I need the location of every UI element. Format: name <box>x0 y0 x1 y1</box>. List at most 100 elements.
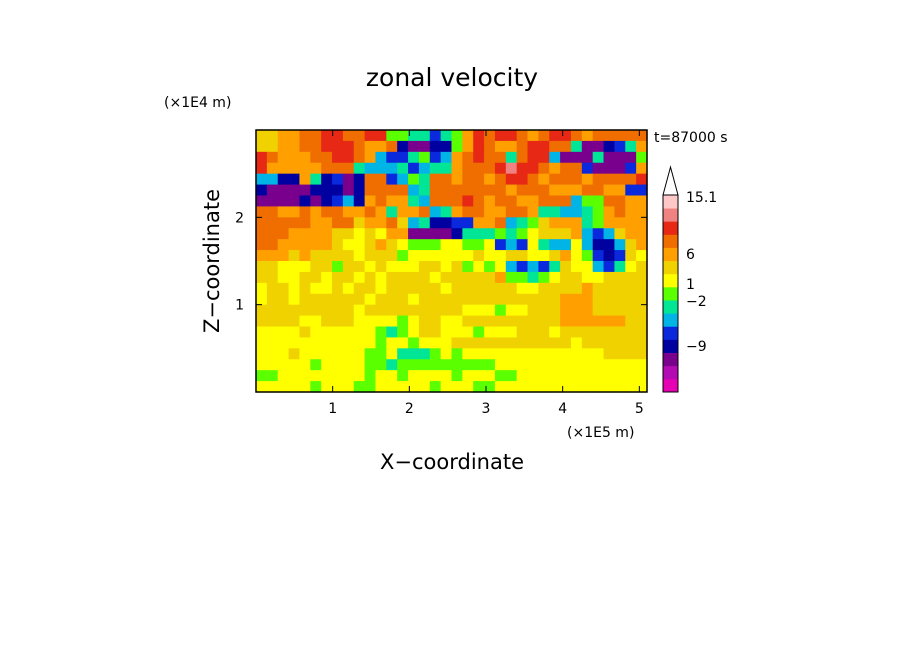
field-cell <box>397 250 409 262</box>
field-cell <box>592 151 605 164</box>
field-cell <box>277 228 290 240</box>
field-cell <box>310 271 322 284</box>
field-cell <box>266 206 279 218</box>
field-cell <box>418 151 431 164</box>
field-cell <box>625 239 637 251</box>
field-cell <box>516 271 529 284</box>
field-cell <box>375 359 387 371</box>
field-cell <box>527 140 539 153</box>
field-cell <box>560 370 572 382</box>
field-cell <box>375 348 387 360</box>
field-cell <box>451 381 463 393</box>
field-cell <box>321 293 333 306</box>
field-cell <box>560 271 572 284</box>
field-cell <box>299 337 311 349</box>
field-cell <box>386 184 398 197</box>
field-cell <box>625 151 637 164</box>
field-cell <box>386 261 398 273</box>
field-cell <box>538 337 550 349</box>
field-cell <box>484 337 496 349</box>
field-cell <box>592 337 605 349</box>
field-cell <box>592 261 605 273</box>
field-cell <box>538 184 550 197</box>
field-cell <box>418 271 431 284</box>
field-cell <box>473 326 485 339</box>
field-cell <box>266 381 279 393</box>
field-cell <box>484 315 496 328</box>
field-cell <box>473 173 485 186</box>
field-cell <box>484 271 496 284</box>
field-cell <box>549 162 561 175</box>
field-cell <box>332 130 344 142</box>
field-cell <box>505 304 518 317</box>
field-cell <box>462 348 474 360</box>
field-cell <box>440 239 453 251</box>
field-cell <box>570 282 583 295</box>
field-cell <box>527 206 539 218</box>
field-cell <box>581 195 594 208</box>
field-cell <box>332 348 344 360</box>
field-cell <box>603 162 616 175</box>
field-cell <box>256 184 268 197</box>
field-cell <box>418 206 431 218</box>
field-cell <box>570 228 583 240</box>
field-cell <box>549 293 561 306</box>
colorbar-swatch <box>663 260 678 275</box>
field-cell <box>397 130 409 142</box>
field-cell <box>527 239 539 251</box>
field-cell <box>570 151 583 164</box>
field-cell <box>549 184 561 197</box>
field-cell <box>440 173 453 186</box>
field-cell <box>440 337 453 349</box>
field-cell <box>288 337 301 349</box>
field-cell <box>397 271 409 284</box>
field-cell <box>299 315 311 328</box>
field-cell <box>592 228 605 240</box>
field-cell <box>364 326 377 339</box>
field-cell <box>429 326 442 339</box>
field-cell <box>494 326 507 339</box>
field-cell <box>527 184 539 197</box>
field-cell <box>342 151 355 164</box>
field-cell <box>332 304 344 317</box>
field-cell <box>462 206 474 218</box>
field-cell <box>332 315 344 328</box>
field-cell <box>549 130 561 142</box>
field-cell <box>614 151 626 164</box>
field-cell <box>462 261 474 273</box>
field-cell <box>321 184 333 197</box>
field-cell <box>364 228 377 240</box>
field-cell <box>581 173 594 186</box>
field-cell <box>592 381 605 393</box>
field-cell <box>625 261 637 273</box>
field-cell <box>364 315 377 328</box>
field-cell <box>332 195 344 208</box>
field-cell <box>386 151 398 164</box>
field-cell <box>418 359 431 371</box>
field-cell <box>451 130 463 142</box>
field-cell <box>592 282 605 295</box>
field-cell <box>473 206 485 218</box>
field-cell <box>386 173 398 186</box>
field-cell <box>592 293 605 306</box>
field-cell <box>527 228 539 240</box>
field-cell <box>570 250 583 262</box>
field-cell <box>277 315 290 328</box>
field-cell <box>538 282 550 295</box>
field-cell <box>527 370 539 382</box>
field-cell <box>256 304 268 317</box>
field-cell <box>256 162 268 175</box>
field-cell <box>549 348 561 360</box>
field-cell <box>592 206 605 218</box>
field-cell <box>462 315 474 328</box>
field-cell <box>603 195 616 208</box>
field-cell <box>440 261 453 273</box>
field-cell <box>614 282 626 295</box>
field-cell <box>494 359 507 371</box>
field-cell <box>408 173 420 186</box>
field-cell <box>266 140 279 153</box>
field-cell <box>505 326 518 339</box>
field-cell <box>451 195 463 208</box>
field-cell <box>614 381 626 393</box>
